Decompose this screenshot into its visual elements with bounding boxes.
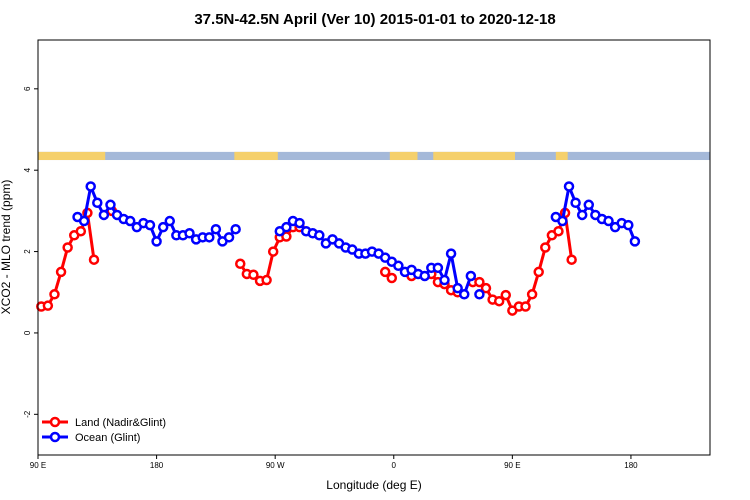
x-tick-label: 180 bbox=[624, 461, 638, 470]
x-tick-label: 0 bbox=[392, 461, 397, 470]
series-land bbox=[36, 205, 577, 316]
data-point bbox=[62, 242, 73, 253]
data-point bbox=[379, 266, 391, 278]
data-point bbox=[164, 215, 176, 227]
series-ocean bbox=[72, 181, 641, 300]
data-point bbox=[184, 228, 195, 239]
data-point bbox=[105, 199, 116, 211]
data-point bbox=[540, 242, 551, 253]
data-point bbox=[281, 221, 292, 233]
ocean-band bbox=[38, 151, 710, 161]
data-point bbox=[314, 230, 325, 241]
data-point bbox=[393, 260, 404, 272]
data-point bbox=[566, 254, 577, 265]
data-point bbox=[88, 254, 100, 265]
data-point bbox=[281, 231, 292, 242]
data-point bbox=[500, 289, 512, 301]
legend-item: Land (Nadir&Glint) bbox=[42, 416, 166, 429]
data-point bbox=[49, 289, 60, 300]
land-band bbox=[555, 151, 568, 161]
data-point bbox=[75, 225, 87, 237]
data-point bbox=[445, 248, 457, 259]
data-point bbox=[223, 232, 235, 243]
data-point bbox=[230, 223, 241, 235]
data-point bbox=[157, 221, 169, 233]
data-point bbox=[520, 301, 531, 312]
data-point bbox=[583, 199, 595, 211]
land-band bbox=[433, 151, 515, 161]
data-point bbox=[235, 258, 246, 270]
data-point bbox=[267, 246, 279, 257]
plot-frame bbox=[37, 39, 711, 456]
series-line bbox=[41, 211, 96, 308]
y-axis-label: XCO2 - MLO trend (ppm) bbox=[0, 180, 13, 315]
data-point bbox=[144, 219, 156, 231]
y-tick-label: 6 bbox=[23, 86, 32, 91]
data-point bbox=[248, 269, 259, 281]
data-point bbox=[124, 215, 136, 227]
data-point bbox=[629, 236, 641, 247]
y-tick-label: 4 bbox=[23, 167, 32, 172]
y-tick-label: 2 bbox=[23, 249, 32, 254]
data-point bbox=[576, 209, 588, 221]
data-point bbox=[439, 274, 450, 286]
data-point bbox=[459, 289, 470, 300]
x-tick-label: 90 E bbox=[504, 461, 520, 470]
y-tick-label: 0 bbox=[23, 330, 32, 335]
legend-item: Ocean (Glint) bbox=[42, 431, 140, 444]
data-point bbox=[419, 270, 430, 282]
data-point bbox=[570, 197, 581, 208]
data-point bbox=[623, 219, 634, 231]
data-point bbox=[533, 266, 544, 278]
data-point bbox=[42, 300, 54, 311]
data-point bbox=[553, 225, 564, 237]
data-point bbox=[563, 181, 575, 192]
land-band bbox=[234, 151, 278, 161]
y-axis: -2 0 2 4 6 bbox=[23, 86, 38, 418]
data-point bbox=[204, 232, 215, 243]
y-tick-label: -2 bbox=[23, 410, 32, 418]
data-point bbox=[294, 217, 305, 229]
data-point bbox=[493, 295, 505, 307]
data-point bbox=[85, 181, 96, 192]
data-point bbox=[55, 266, 67, 278]
legend-marker bbox=[49, 431, 61, 443]
data-point bbox=[92, 197, 103, 208]
data-point bbox=[210, 223, 222, 235]
x-tick-label: 90 W bbox=[266, 461, 285, 470]
chart-title: 37.5N-42.5N April (Ver 10) 2015-01-01 to… bbox=[194, 11, 555, 28]
plot-data bbox=[36, 181, 641, 316]
data-point bbox=[452, 282, 463, 294]
x-tick-label: 90 E bbox=[30, 461, 46, 470]
data-point bbox=[480, 282, 492, 294]
data-point bbox=[98, 209, 110, 221]
x-axis-label: Longitude (deg E) bbox=[326, 478, 421, 492]
land-band bbox=[389, 151, 418, 161]
legend-label: Land (Nadir&Glint) bbox=[75, 417, 166, 429]
legend-marker bbox=[49, 416, 61, 428]
land-band bbox=[38, 151, 106, 161]
data-point bbox=[603, 215, 614, 227]
data-point bbox=[557, 215, 568, 227]
data-point bbox=[474, 289, 485, 300]
land-ocean-strip bbox=[38, 151, 710, 161]
data-point bbox=[78, 215, 90, 227]
legend-label: Ocean (Glint) bbox=[75, 432, 140, 444]
x-axis: 90 E 180 90 W 0 90 E 180 bbox=[30, 455, 638, 470]
data-point bbox=[465, 270, 477, 282]
data-point bbox=[261, 274, 272, 286]
data-point bbox=[474, 276, 485, 288]
data-point bbox=[386, 272, 398, 284]
data-point bbox=[151, 236, 162, 247]
data-point bbox=[526, 289, 538, 300]
data-point bbox=[432, 262, 444, 274]
x-tick-label: 180 bbox=[150, 461, 164, 470]
legend: Land (Nadir&Glint) Ocean (Glint) bbox=[42, 416, 166, 444]
